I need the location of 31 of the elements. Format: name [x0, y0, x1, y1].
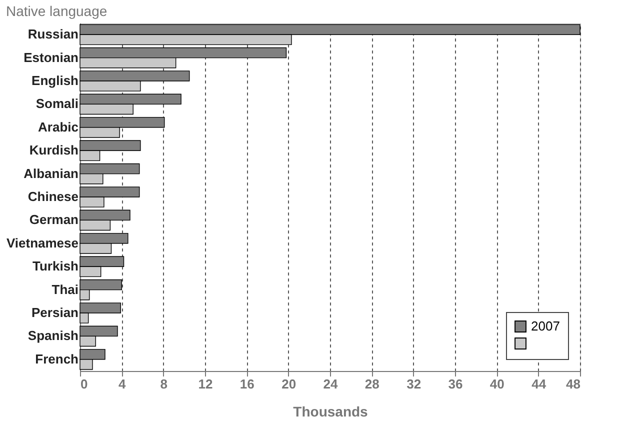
y-tick-label: English [32, 73, 79, 88]
x-tick-label: 48 [566, 376, 580, 392]
x-tick-label: 20 [282, 376, 296, 392]
x-tick-label: 28 [364, 376, 380, 392]
x-tick-label: 40 [490, 376, 504, 392]
x-tick-label: 24 [323, 376, 338, 392]
y-tick-label: French [35, 351, 79, 366]
x-tick-label: 8 [160, 376, 168, 392]
y-tick-label: Spanish [28, 328, 79, 344]
x-tick-label: 4 [118, 376, 127, 392]
y-tick-label: German [29, 212, 79, 228]
y-tick-label: Albanian [24, 166, 79, 181]
y-tick-label: Somali [36, 96, 78, 112]
chart-title: Native language [6, 3, 108, 19]
x-tick-label: 16 [240, 376, 254, 392]
y-tick-label: Vietnamese [6, 235, 78, 250]
y-tick-label: Persian [32, 305, 79, 320]
y-tick-label: Turkish [32, 258, 79, 274]
y-tick-label: Russian [28, 26, 79, 42]
x-tick-label: 36 [448, 376, 463, 392]
x-tick-label: 32 [406, 376, 422, 392]
y-tick-label: Chinese [28, 189, 78, 204]
legend-label: 2007 [531, 318, 560, 334]
y-tick-label: Kurdish [29, 142, 79, 158]
y-tick-label: Thai [52, 282, 78, 297]
y-tick-label: Estonian [24, 50, 79, 65]
x-axis-title: Thousands [293, 404, 368, 420]
x-tick-label: 12 [198, 376, 213, 392]
y-tick-label: Arabic [38, 119, 78, 134]
x-tick-label: 44 [532, 376, 547, 392]
x-tick-label: 0 [80, 376, 88, 392]
